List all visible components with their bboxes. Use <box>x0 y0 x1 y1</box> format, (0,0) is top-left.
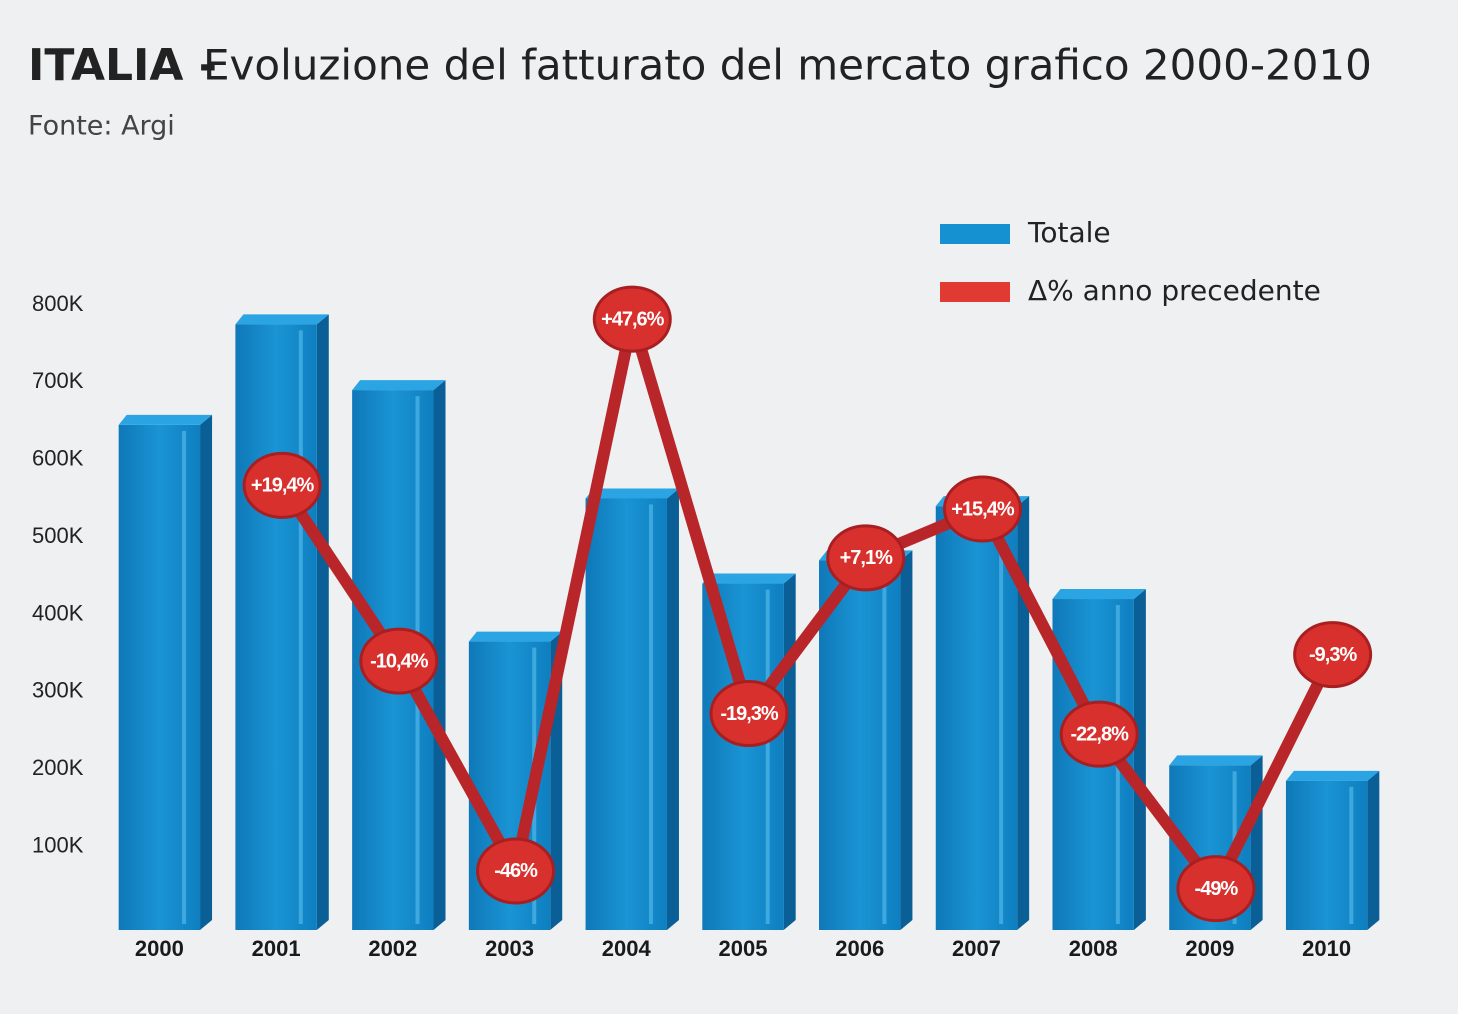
bar-top <box>352 380 446 391</box>
data-label: +15,4% <box>951 498 1015 520</box>
x-tick-label: 2007 <box>952 936 1001 961</box>
bar-top <box>118 414 213 425</box>
legend-label: Totale <box>1027 216 1111 249</box>
bar-top <box>1052 589 1146 600</box>
data-label: -9,3% <box>1309 644 1357 666</box>
point <box>359 627 439 695</box>
bar-top <box>702 573 796 584</box>
bar <box>702 583 784 930</box>
y-tick-label: 200K <box>32 755 84 780</box>
bar <box>235 324 317 930</box>
bar-top <box>468 631 563 642</box>
bar <box>819 560 901 930</box>
bar-side <box>1250 755 1263 930</box>
data-label: -22,8% <box>1070 723 1129 745</box>
data-label: +19,4% <box>251 475 315 497</box>
point <box>826 524 906 592</box>
bar-side <box>783 573 796 930</box>
y-tick-label: 500K <box>32 523 84 548</box>
bar-side <box>433 380 446 930</box>
y-tick-label: 400K <box>32 600 84 625</box>
data-label: +7,1% <box>840 547 893 569</box>
source: Fonte: Argi <box>28 111 175 142</box>
data-label: -10,4% <box>370 650 429 672</box>
bar-top <box>585 488 679 499</box>
point <box>1176 855 1256 923</box>
x-tick-label: 2010 <box>1302 936 1351 961</box>
x-tick-label: 2002 <box>368 936 417 961</box>
x-tick-label: 2003 <box>485 936 534 961</box>
bar-side <box>1017 496 1030 930</box>
bar-side <box>900 550 913 930</box>
bar-top <box>1169 755 1263 766</box>
bar-highlight <box>648 504 653 924</box>
data-label: -46% <box>494 860 538 882</box>
bar-side <box>1133 589 1146 930</box>
bar-highlight <box>182 430 187 924</box>
point <box>942 475 1022 543</box>
point <box>1293 621 1373 689</box>
bar-highlight <box>765 589 770 924</box>
legend-label: Δ% anno precedente <box>1028 274 1321 307</box>
bar-highlight <box>298 330 303 924</box>
x-tick-label: 2009 <box>1185 936 1234 961</box>
bar <box>585 498 667 930</box>
bar-top <box>1285 770 1380 781</box>
bar <box>1285 780 1368 930</box>
bar-highlight <box>882 566 887 924</box>
bar-side <box>666 488 679 930</box>
x-tick-label: 2005 <box>719 936 768 961</box>
bar <box>935 506 1018 930</box>
bar-side <box>200 414 213 930</box>
y-tick-label: 100K <box>32 832 84 857</box>
bar <box>118 424 201 930</box>
point <box>476 837 556 905</box>
title-bold: ITALIA - <box>28 40 217 91</box>
y-tick-label: 600K <box>32 446 84 471</box>
bar-highlight <box>999 512 1004 924</box>
x-tick-label: 2001 <box>252 936 301 961</box>
data-label: -49% <box>1195 878 1239 900</box>
bar-top <box>235 314 329 325</box>
x-tick-label: 2000 <box>135 936 184 961</box>
x-tick-label: 2008 <box>1069 936 1118 961</box>
legend-swatch <box>940 224 1010 244</box>
point <box>242 451 322 519</box>
y-tick-label: 700K <box>32 368 84 393</box>
y-tick-label: 800K <box>32 291 84 316</box>
x-tick-label: 2006 <box>835 936 884 961</box>
y-tick-label: 300K <box>32 678 84 703</box>
point <box>592 285 672 353</box>
legend-swatch <box>940 282 1010 302</box>
point <box>709 680 789 748</box>
data-label: -19,3% <box>720 703 779 725</box>
bar-side <box>1367 770 1380 930</box>
bar-highlight <box>1349 786 1354 924</box>
data-label: +47,6% <box>601 308 665 330</box>
chart-title: Evoluzione del fatturato del mercato gra… <box>203 41 1372 90</box>
line <box>277 313 1339 895</box>
bar-side <box>316 314 329 930</box>
point <box>1059 700 1139 768</box>
x-tick-label: 2004 <box>602 936 652 961</box>
